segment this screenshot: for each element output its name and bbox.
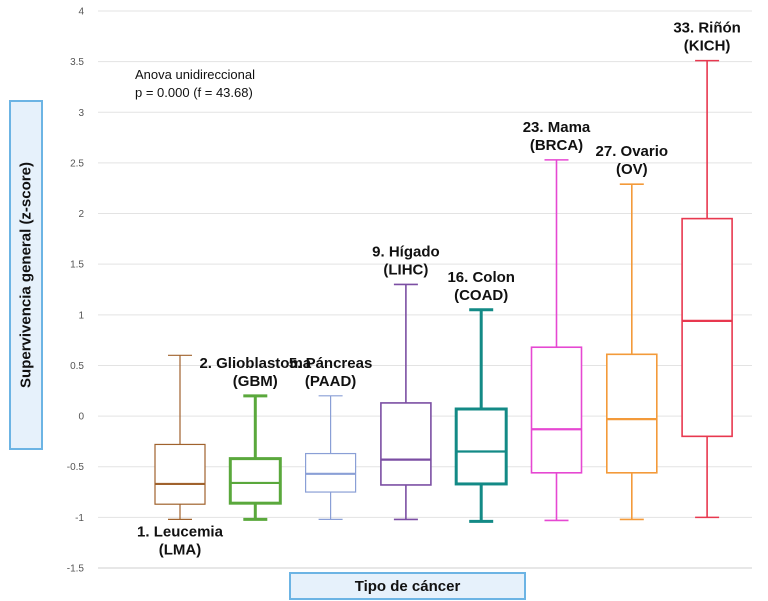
- category-label: (LMA): [159, 541, 201, 558]
- iqr-box: [454, 407, 508, 486]
- y-tick-label: 2.5: [70, 158, 84, 169]
- x-axis-label-box: Tipo de cáncer: [289, 572, 526, 600]
- box-3: [305, 395, 357, 520]
- box-6: [530, 159, 583, 522]
- iqr-box: [681, 217, 733, 438]
- category-labels: 1. Leucemia(LMA) 2. Glioblastoma(GBM) 5. P…: [137, 20, 741, 559]
- y-axis-label-box: Supervivencia general (z-score): [9, 100, 43, 450]
- category-label: 33. Riñón: [673, 20, 741, 37]
- category-label: (COAD): [454, 287, 508, 304]
- y-axis-label: Supervivencia general (z-score): [17, 162, 35, 388]
- iqr-box: [530, 346, 583, 474]
- category-label: 2. Glioblastoma: [199, 355, 311, 372]
- anova-stat: p = 0.000 (f = 43.68): [135, 85, 253, 100]
- iqr-box: [380, 402, 432, 486]
- category-label: 5. Páncreas: [289, 355, 372, 372]
- category-label: 9. Hígado: [372, 243, 440, 260]
- anova-title: Anova unidireccional: [135, 67, 255, 82]
- box-series: [154, 59, 733, 523]
- category-label: 23. Mama: [523, 119, 591, 136]
- iqr-box: [228, 457, 282, 505]
- y-tick-label: 0.5: [70, 361, 84, 372]
- y-tick-label: 3: [78, 108, 84, 119]
- box-8: [681, 59, 733, 519]
- box-4: [380, 283, 432, 521]
- box-1: [154, 354, 206, 520]
- category-label: 27. Ovario: [596, 143, 669, 160]
- y-tick-label: 0: [78, 412, 84, 423]
- category-label: (KICH): [684, 38, 731, 55]
- category-label: (BRCA): [530, 137, 583, 154]
- category-label: (GBM): [233, 373, 278, 390]
- category-label: (LIHC): [383, 261, 428, 278]
- y-tick-label: 2: [78, 209, 84, 220]
- y-tick-label: 1: [78, 310, 84, 321]
- category-label: (PAAD): [305, 373, 356, 390]
- box-2: [228, 394, 282, 521]
- box-5: [454, 308, 508, 523]
- y-tick-label: -0.5: [67, 462, 85, 473]
- y-tick-label: -1: [75, 513, 84, 524]
- category-label: 1. Leucemia: [137, 523, 224, 540]
- category-label: 16. Colon: [447, 269, 515, 286]
- category-label: (OV): [616, 161, 648, 178]
- iqr-box: [154, 443, 206, 505]
- y-tick-label: 1.5: [70, 260, 84, 271]
- x-axis-label: Tipo de cáncer: [354, 577, 461, 595]
- y-tick-label: 4: [78, 7, 84, 18]
- iqr-box: [605, 353, 658, 474]
- y-tick-labels: 4 3.5 3 2.5 2 1.5 1 0.5 0 -0.5 -1 -1.5: [67, 7, 85, 575]
- y-tick-label: -1.5: [67, 564, 85, 575]
- y-tick-label: 3.5: [70, 57, 84, 68]
- box-7: [605, 183, 658, 521]
